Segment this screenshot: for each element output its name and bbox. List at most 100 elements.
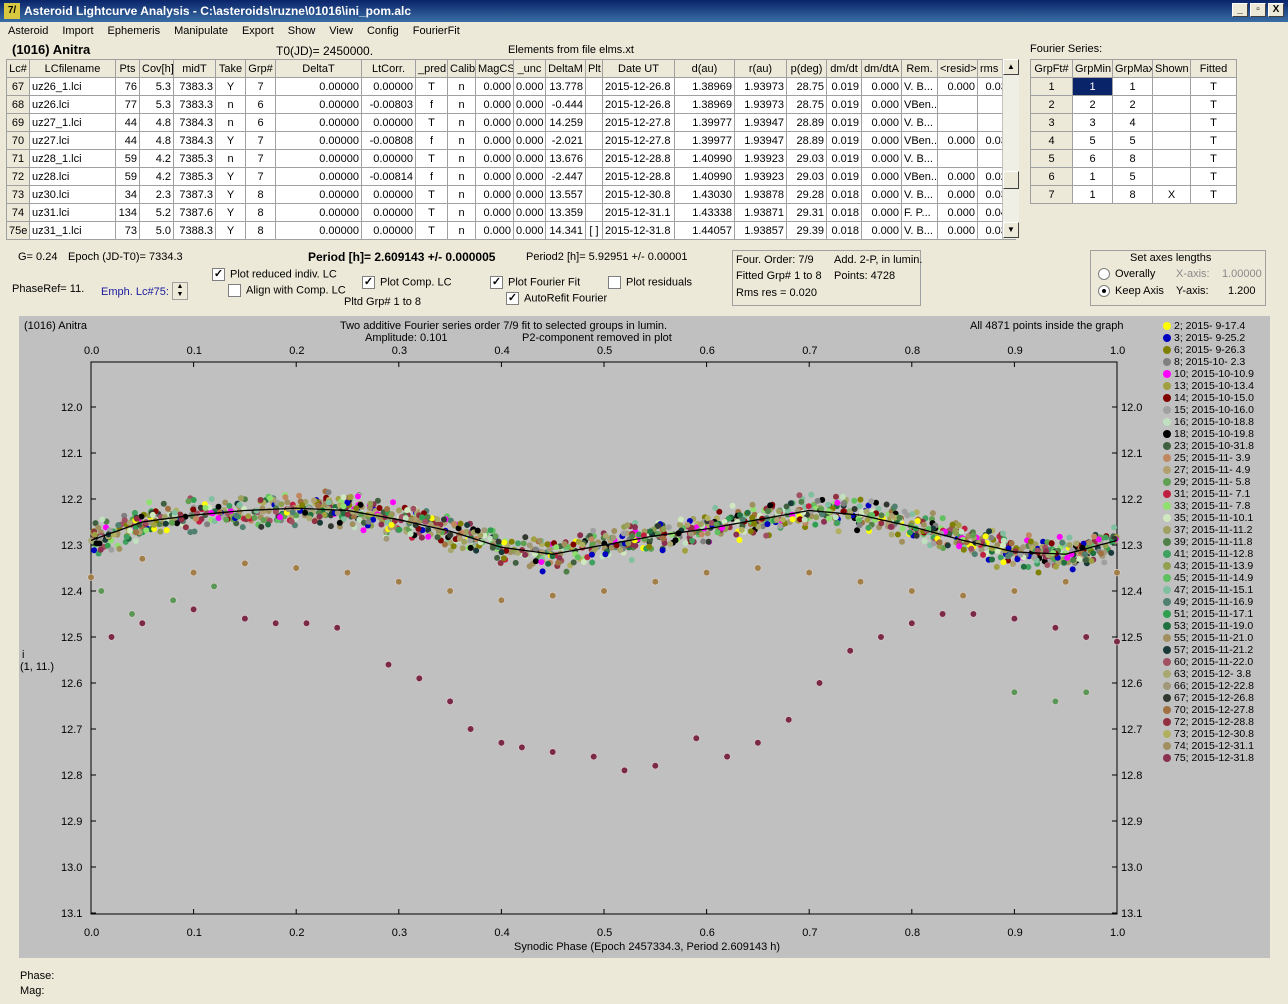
- align-comp-checkbox[interactable]: Align with Comp. LC: [228, 284, 346, 297]
- row-header[interactable]: 70: [6, 131, 30, 150]
- fourier-column-header[interactable]: GrpMin: [1072, 59, 1113, 78]
- table-cell[interactable]: 7383.3: [173, 77, 216, 96]
- table-cell[interactable]: 5.3: [139, 95, 174, 114]
- table-cell[interactable]: 4.8: [139, 131, 174, 150]
- row-header[interactable]: 68: [6, 95, 30, 114]
- row-header[interactable]: 2: [1030, 95, 1073, 114]
- table-cell[interactable]: 73: [115, 221, 140, 240]
- table-cell[interactable]: 0.019: [826, 95, 862, 114]
- table-cell[interactable]: VBen...: [901, 95, 938, 114]
- table-cell[interactable]: 29.28: [786, 185, 827, 204]
- table-row[interactable]: 70 uz27.lci 44 4.8 7384.3 Y 7 0.00000 -0.00808 f n…: [6, 131, 1016, 150]
- row-header[interactable]: 7: [1030, 185, 1073, 204]
- table-cell[interactable]: -0.00808: [361, 131, 416, 150]
- lc-column-header[interactable]: Calib.: [447, 59, 476, 78]
- table-cell[interactable]: [1152, 113, 1191, 132]
- table-cell[interactable]: 1: [1072, 185, 1113, 204]
- table-cell[interactable]: 1: [1112, 77, 1153, 96]
- table-cell[interactable]: T: [415, 149, 448, 168]
- table-cell[interactable]: 0.00000: [275, 77, 362, 96]
- table-cell[interactable]: [1152, 131, 1191, 150]
- table-cell[interactable]: 0.000: [861, 131, 902, 150]
- lc-column-header[interactable]: Lc#: [6, 59, 30, 78]
- row-header[interactable]: 4: [1030, 131, 1073, 150]
- table-cell[interactable]: 0.000: [513, 113, 546, 132]
- table-cell[interactable]: 0.00000: [275, 203, 362, 222]
- emph-lc-spinner[interactable]: ▲ ▼: [172, 282, 188, 300]
- table-cell[interactable]: 0.019: [826, 113, 862, 132]
- fourier-column-header[interactable]: Fitted: [1190, 59, 1237, 78]
- table-cell[interactable]: 59: [115, 149, 140, 168]
- table-cell[interactable]: 44: [115, 113, 140, 132]
- table-cell[interactable]: 7387.6: [173, 203, 216, 222]
- table-cell[interactable]: 5: [1072, 131, 1113, 150]
- table-cell[interactable]: 13.676: [545, 149, 586, 168]
- table-row[interactable]: 67 uz26_1.lci 76 5.3 7383.3 Y 7 0.00000 0.00000 T…: [6, 77, 1016, 96]
- lc-column-header[interactable]: LCfilename: [29, 59, 116, 78]
- row-header[interactable]: 6: [1030, 167, 1073, 186]
- table-cell[interactable]: 28.75: [786, 95, 827, 114]
- table-cell[interactable]: 0.000: [861, 221, 902, 240]
- table-cell[interactable]: 2015-12-26.8: [602, 77, 675, 96]
- lc-column-header[interactable]: Take: [215, 59, 246, 78]
- table-cell[interactable]: 14.259: [545, 113, 586, 132]
- table-cell[interactable]: n: [447, 221, 476, 240]
- table-cell[interactable]: 1.43030: [674, 185, 735, 204]
- table-cell[interactable]: uz27.lci: [29, 131, 116, 150]
- table-cell[interactable]: 1.38969: [674, 77, 735, 96]
- menu-ephemeris[interactable]: Ephemeris: [107, 25, 161, 37]
- table-cell[interactable]: [1152, 77, 1191, 96]
- table-cell[interactable]: n: [447, 131, 476, 150]
- table-cell[interactable]: 29.31: [786, 203, 827, 222]
- table-cell[interactable]: uz27_1.lci: [29, 113, 116, 132]
- table-cell[interactable]: -0.00803: [361, 95, 416, 114]
- table-cell[interactable]: n: [447, 95, 476, 114]
- table-cell[interactable]: [1152, 95, 1191, 114]
- table-cell[interactable]: 2015-12-27.8: [602, 131, 675, 150]
- menu-config[interactable]: Config: [366, 25, 399, 37]
- lc-column-header[interactable]: _unc: [513, 59, 546, 78]
- table-cell[interactable]: T: [415, 221, 448, 240]
- table-cell[interactable]: [585, 77, 603, 96]
- fourier-column-header[interactable]: GrpFt#: [1030, 59, 1073, 78]
- table-cell[interactable]: T: [1190, 77, 1237, 96]
- y-axis-value[interactable]: 1.200: [1228, 285, 1256, 297]
- table-cell[interactable]: n: [215, 113, 246, 132]
- table-cell[interactable]: T: [415, 77, 448, 96]
- table-cell[interactable]: 0.018: [826, 185, 862, 204]
- row-header[interactable]: 5: [1030, 149, 1073, 168]
- table-cell[interactable]: 0.000: [475, 185, 514, 204]
- table-cell[interactable]: 0.000: [513, 149, 546, 168]
- table-cell[interactable]: T: [1190, 167, 1237, 186]
- table-cell[interactable]: 0.00000: [361, 185, 416, 204]
- table-cell[interactable]: 8: [245, 185, 276, 204]
- table-row[interactable]: 68 uz26.lci 77 5.3 7383.3 n 6 0.00000 -0.00803 f n…: [6, 95, 1016, 114]
- table-cell[interactable]: 4: [1112, 113, 1153, 132]
- table-cell[interactable]: 0.00000: [275, 113, 362, 132]
- table-cell[interactable]: n: [447, 77, 476, 96]
- lc-column-header[interactable]: Plt: [585, 59, 603, 78]
- table-row[interactable]: 69 uz27_1.lci 44 4.8 7384.3 n 6 0.00000 0.00000 T…: [6, 113, 1016, 132]
- table-cell[interactable]: 0.000: [937, 167, 978, 186]
- table-cell[interactable]: T: [1190, 149, 1237, 168]
- table-cell[interactable]: [585, 185, 603, 204]
- table-cell[interactable]: 7: [245, 149, 276, 168]
- table-cell[interactable]: uz31_1.lci: [29, 221, 116, 240]
- table-cell[interactable]: 7384.3: [173, 113, 216, 132]
- plot-residuals-checkbox[interactable]: Plot residuals: [608, 276, 692, 289]
- table-cell[interactable]: 1.39977: [674, 113, 735, 132]
- table-cell[interactable]: 1.93857: [734, 221, 787, 240]
- table-cell[interactable]: [585, 203, 603, 222]
- lc-column-header[interactable]: Cov[h]: [139, 59, 174, 78]
- table-cell[interactable]: 5: [1112, 131, 1153, 150]
- lc-column-header[interactable]: p(deg): [786, 59, 827, 78]
- table-cell[interactable]: 8: [245, 221, 276, 240]
- lc-column-header[interactable]: DeltaM: [545, 59, 586, 78]
- table-cell[interactable]: [ ]: [585, 221, 603, 240]
- table-cell[interactable]: V. B...: [901, 77, 938, 96]
- table-cell[interactable]: 7383.3: [173, 95, 216, 114]
- table-cell[interactable]: n: [447, 203, 476, 222]
